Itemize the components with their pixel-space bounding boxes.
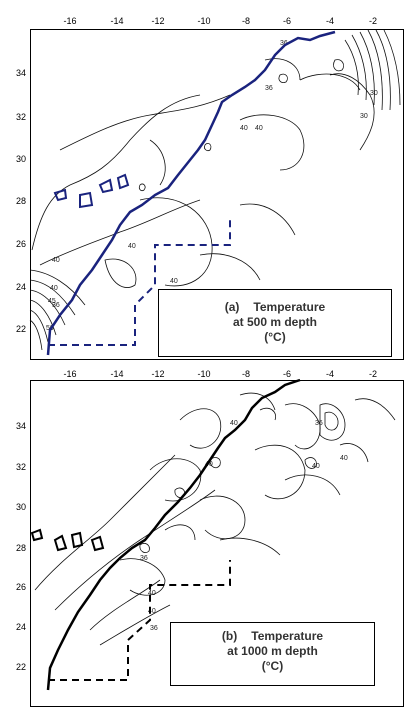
x-tick: -10 xyxy=(197,16,211,26)
contour-label: 40 xyxy=(148,608,156,615)
x-tick: -4 xyxy=(325,369,335,379)
x-tick: -14 xyxy=(110,369,124,379)
legend-unit: (°C) xyxy=(261,659,284,673)
y-tick: 34 xyxy=(15,421,26,431)
y-tick: 28 xyxy=(15,196,26,206)
contour-labels-b: 40 40 36 40 40 36 40 40 36 xyxy=(140,420,348,632)
contour-label: 40 xyxy=(340,455,348,462)
y-tick: 22 xyxy=(15,324,26,334)
x-tick: -6 xyxy=(282,369,292,379)
x-tick: -10 xyxy=(197,369,211,379)
contour-label: 40 xyxy=(148,590,156,597)
x-tick: -8 xyxy=(241,16,251,26)
y-tick: 32 xyxy=(15,112,26,122)
legend-title: Temperature xyxy=(251,629,324,643)
legend-letter: (b) xyxy=(221,629,238,643)
contour-label: 40 xyxy=(312,463,320,470)
contour-label: 36 xyxy=(280,40,288,47)
x-tick: -6 xyxy=(282,16,292,26)
contour-label: 30 xyxy=(370,90,378,97)
legend-box-a: (a) Temperature at 500 m depth (°C) xyxy=(158,289,392,357)
contour-label: 36 xyxy=(52,302,60,309)
contour-label: 40 xyxy=(255,125,263,132)
canary-islands-a xyxy=(53,173,130,209)
x-tick: -2 xyxy=(368,16,378,26)
x-tick: -16 xyxy=(63,369,77,379)
contour-labels-a: 36 40 40 40 40 40 36 40 45 50 30 30 36 xyxy=(46,40,378,332)
canary-islands-b xyxy=(30,528,105,552)
contour-label: 40 xyxy=(128,243,136,250)
x-tick: -4 xyxy=(325,16,335,26)
legend-letter: (a) xyxy=(224,300,240,314)
contour-label: 40 xyxy=(205,461,213,468)
y-tick: 24 xyxy=(15,282,26,292)
y-tick: 24 xyxy=(15,622,26,632)
contour-label: 36 xyxy=(265,85,273,92)
contour-label: 40 xyxy=(170,278,178,285)
y-tick: 22 xyxy=(15,662,26,672)
contour-label: 40 xyxy=(230,420,238,427)
contours-a xyxy=(29,29,401,351)
contour-label: 40 xyxy=(240,125,248,132)
contour-label: 30 xyxy=(360,113,368,120)
legend-depth: at 500 m depth xyxy=(232,315,318,329)
coastline-b xyxy=(46,378,301,691)
y-tick: 26 xyxy=(15,582,26,592)
legend-title: Temperature xyxy=(253,300,326,314)
legend-depth: at 1000 m depth xyxy=(227,644,318,658)
coastline-a xyxy=(46,30,336,356)
y-tick: 32 xyxy=(15,462,26,472)
contour-label: 40 xyxy=(52,257,60,264)
x-tick: -12 xyxy=(151,16,165,26)
y-tick: 28 xyxy=(15,543,26,553)
contour-label: 40 xyxy=(50,285,58,292)
x-tick: -14 xyxy=(110,16,124,26)
boundary-dashed-b xyxy=(48,560,231,681)
x-tick: -16 xyxy=(63,16,77,26)
contour-label: 36 xyxy=(140,555,148,562)
y-tick: 30 xyxy=(15,154,26,164)
legend-box-b: (b) Temperature at 1000 m depth (°C) xyxy=(170,622,375,686)
contour-label: 36 xyxy=(315,420,323,427)
legend-unit: (°C) xyxy=(264,330,286,344)
contours-b xyxy=(34,392,396,646)
y-tick: 26 xyxy=(15,239,26,249)
x-tick: -12 xyxy=(151,369,165,379)
contour-label: 45 xyxy=(48,298,56,305)
x-tick: -2 xyxy=(368,369,378,379)
map-panel-b xyxy=(30,380,404,707)
y-tick: 34 xyxy=(15,68,26,78)
boundary-dashed-a xyxy=(48,220,231,346)
y-tick: 30 xyxy=(15,502,26,512)
x-tick: -8 xyxy=(241,369,251,379)
contour-label: 36 xyxy=(150,625,158,632)
